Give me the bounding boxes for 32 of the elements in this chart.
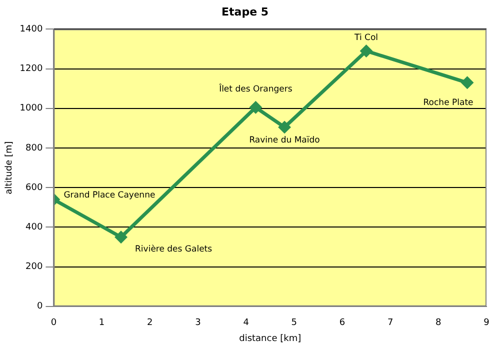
x-tick-label: 8 bbox=[436, 318, 442, 328]
annotation: Îlet des Orangers bbox=[218, 84, 293, 95]
annotation: Grand Place Cayenne bbox=[64, 190, 156, 201]
annotation: Ti Col bbox=[354, 33, 378, 44]
y-tick-label: 1000 bbox=[20, 104, 43, 114]
x-tick-label: 5 bbox=[291, 318, 298, 328]
y-tick-label: 200 bbox=[26, 262, 43, 272]
x-axis-title: distance [km] bbox=[239, 334, 302, 344]
point bbox=[115, 231, 127, 243]
x-tick-label: 7 bbox=[387, 318, 394, 328]
x-tick-label: 9 bbox=[484, 318, 490, 328]
annotation: Ravine du Maïdo bbox=[249, 135, 320, 146]
y-tick-label: 0 bbox=[36, 302, 43, 312]
annotation: Roche Plate bbox=[423, 98, 474, 108]
y-axis-title: altitude [m] bbox=[4, 141, 15, 194]
point bbox=[250, 102, 262, 114]
y-tick-label: 1400 bbox=[20, 24, 43, 35]
x-tick-label: 6 bbox=[339, 318, 346, 328]
y-tick-label: 600 bbox=[26, 182, 43, 193]
point bbox=[462, 76, 474, 88]
y-tick-label: 1200 bbox=[20, 64, 43, 74]
y-tick-label: 400 bbox=[26, 222, 43, 233]
x-tick-label: 4 bbox=[243, 318, 250, 328]
point bbox=[278, 121, 290, 133]
y-tick-label: 800 bbox=[26, 143, 43, 154]
x-tick-label: 3 bbox=[195, 318, 201, 328]
point bbox=[360, 45, 372, 57]
x-tick-label: 0 bbox=[50, 318, 57, 328]
chart-title: Etape 5 bbox=[221, 5, 269, 18]
annotation: Rivière des Galets bbox=[135, 244, 213, 254]
x-tick-label: 1 bbox=[98, 318, 105, 328]
x-tick-label: 2 bbox=[147, 318, 153, 328]
